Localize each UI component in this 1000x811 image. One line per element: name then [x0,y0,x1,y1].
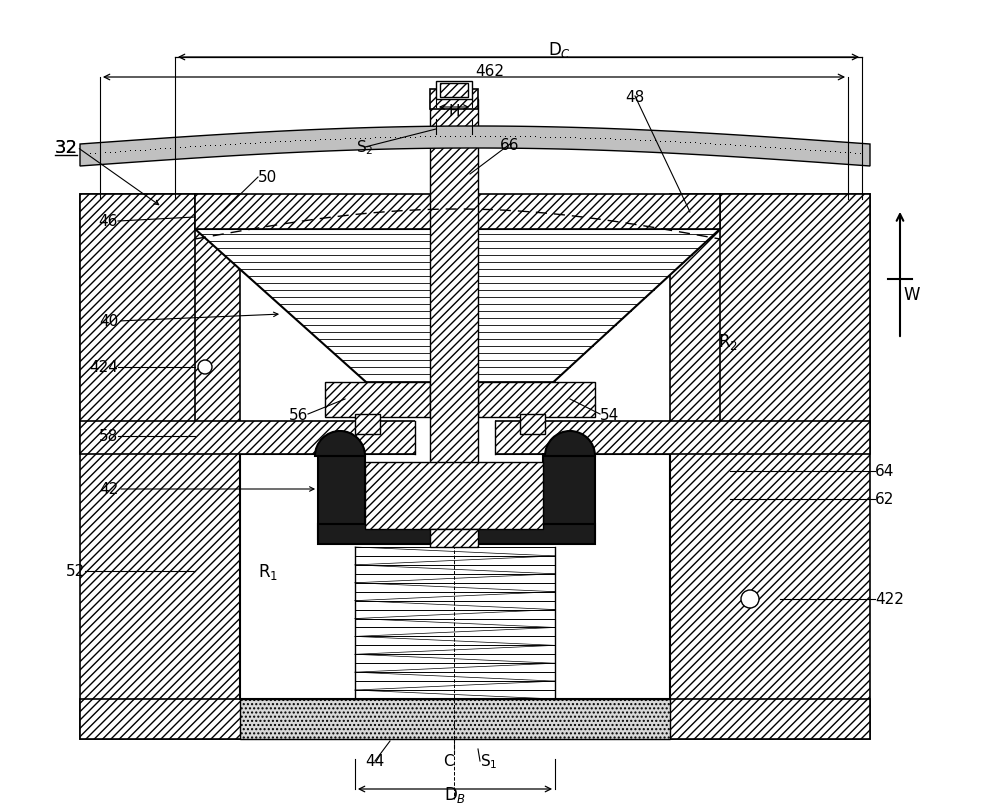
Bar [478,383,595,418]
Text: 66: 66 [500,137,520,152]
Text: R$_1$: R$_1$ [258,561,278,581]
Polygon shape [80,127,870,167]
Text: 64: 64 [875,464,894,479]
Bar [195,195,720,230]
Text: D$_C$: D$_C$ [548,40,572,60]
Bar [355,414,380,435]
Text: 48: 48 [625,89,645,105]
Bar [520,414,545,435]
Bar [240,454,670,699]
Bar [325,383,430,418]
Text: 422: 422 [875,592,904,607]
Text: H: H [448,105,460,119]
Text: 462: 462 [476,64,505,79]
Bar [240,699,670,739]
Text: 50: 50 [258,170,277,185]
Bar [430,90,478,109]
Bar [670,195,870,739]
Bar [318,454,365,539]
Bar [440,84,468,98]
Bar [430,100,478,534]
Text: 58: 58 [99,429,118,444]
Text: 40: 40 [99,314,118,329]
Bar [430,530,478,547]
Bar [80,195,240,739]
Text: R$_2$: R$_2$ [718,332,738,351]
Text: 46: 46 [99,214,118,230]
Bar [365,462,543,530]
Bar [543,454,595,539]
Bar [415,419,495,457]
Bar [80,195,195,430]
Text: S$_1$: S$_1$ [480,752,498,770]
Text: S$_2$: S$_2$ [356,139,374,157]
Text: D$_B$: D$_B$ [444,784,466,804]
Bar [720,195,870,430]
Text: 56: 56 [289,407,308,422]
Text: 62: 62 [875,492,894,507]
Bar [318,525,595,544]
Text: 32: 32 [55,139,78,157]
Text: 52: 52 [66,564,85,579]
Text: 32: 32 [55,139,78,157]
Wedge shape [545,431,595,457]
Bar [80,422,870,454]
Text: C: C [443,753,453,769]
Text: W: W [904,285,920,303]
Circle shape [741,590,759,608]
Circle shape [198,361,212,375]
Text: 42: 42 [99,482,118,497]
Text: 54: 54 [600,407,619,422]
Polygon shape [195,230,720,400]
Text: 424: 424 [89,360,118,375]
Bar [80,699,870,739]
Bar [436,82,472,100]
Text: 44: 44 [365,753,385,769]
Wedge shape [315,431,365,457]
